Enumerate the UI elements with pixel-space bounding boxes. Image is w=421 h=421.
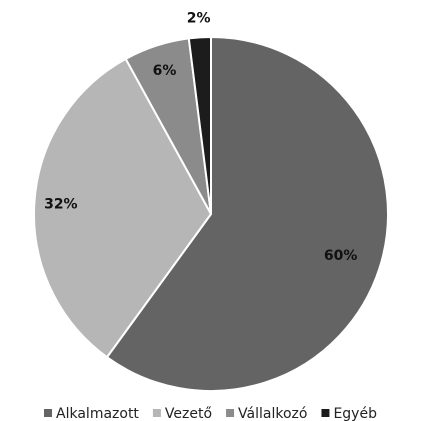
legend-label: Vezető	[165, 406, 212, 421]
data-label: 2%	[187, 10, 211, 26]
legend-swatch	[152, 409, 161, 417]
pie-slice	[105, 35, 389, 392]
legend-label: Egyéb	[333, 406, 377, 421]
pie-slice	[187, 35, 212, 215]
legend-swatch	[226, 409, 235, 417]
data-label: 6%	[153, 63, 177, 79]
legend-swatch	[44, 409, 53, 417]
pie-slice	[33, 57, 213, 359]
legend-swatch	[321, 409, 330, 417]
data-label: 32%	[44, 197, 78, 213]
legend-label: Vállalkozó	[238, 406, 307, 421]
legend-label: Alkalmazott	[56, 406, 139, 421]
data-label: 60%	[324, 248, 358, 264]
